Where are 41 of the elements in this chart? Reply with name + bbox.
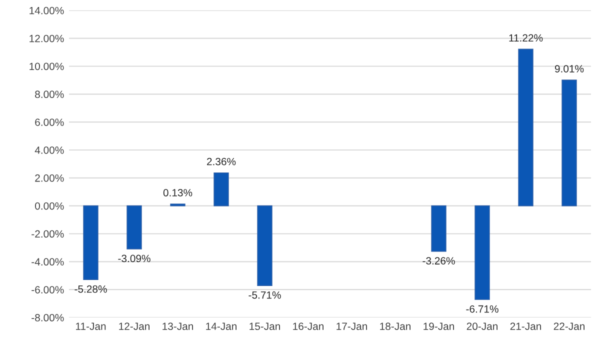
x-tick-label: 21-Jan <box>510 322 541 330</box>
x-tick-label: 11-Jan <box>76 322 106 330</box>
x-tick-label: 15-Jan <box>250 322 280 330</box>
x-tick-label: 12-Jan <box>119 322 150 330</box>
x-tick-label: 19-Jan <box>424 322 454 330</box>
bar <box>214 172 229 206</box>
bar <box>474 205 490 300</box>
y-tick-label: 2.00% <box>35 174 64 182</box>
data-label: -5.28% <box>74 285 107 293</box>
data-label: -3.26% <box>422 257 455 265</box>
x-tick-label: 16-Jan <box>293 322 324 330</box>
y-tick-label: 12.00% <box>30 34 64 42</box>
data-label: 2.36% <box>207 158 236 166</box>
data-label: -3.09% <box>118 254 150 262</box>
data-label: -6.71% <box>466 305 498 313</box>
data-label: 11.22% <box>509 34 543 42</box>
y-tick-label: -8.00% <box>32 314 64 322</box>
data-label: 0.13% <box>163 189 192 196</box>
x-tick-label: 18-Jan <box>380 322 410 330</box>
y-tick-label: 10.00% <box>30 62 64 70</box>
y-tick-label: -2.00% <box>32 230 64 238</box>
bar <box>562 80 577 206</box>
y-tick-label: 6.00% <box>35 118 64 126</box>
y-tick-label: 4.00% <box>34 146 64 154</box>
bar <box>257 205 272 286</box>
y-tick-label: 14.00% <box>30 6 64 14</box>
data-label: -5.71% <box>248 291 281 299</box>
x-tick-label: 22-Jan <box>554 322 584 330</box>
bar <box>126 205 142 250</box>
x-tick-label: 17-Jan <box>336 322 367 330</box>
x-tick-label: 20-Jan <box>466 322 498 330</box>
y-tick-label: 8.00% <box>35 90 64 98</box>
bar <box>518 48 534 206</box>
bar <box>431 205 446 252</box>
x-tick-label: 13-Jan <box>162 322 193 330</box>
x-tick-label: 14-Jan <box>206 322 236 330</box>
y-tick-label: -4.00% <box>32 258 64 266</box>
bar <box>83 205 98 280</box>
y-tick-label: -6.00% <box>32 286 64 294</box>
data-label: 9.01% <box>554 65 584 72</box>
y-tick-label: 0.00% <box>35 202 64 210</box>
